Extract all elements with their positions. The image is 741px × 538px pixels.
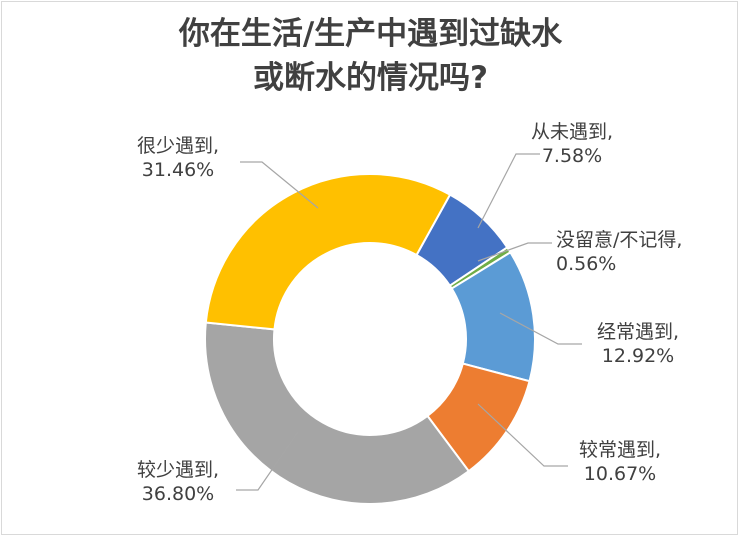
slice-value-3: 12.92% [602, 345, 674, 367]
donut-slices [204, 173, 536, 506]
data-labels: 从未遇到,7.58% 没留意/不记得,0.56% 经常遇到,12.92% 较常遇到,1… [137, 121, 682, 505]
chart-title-line-1: 你在生活/生产中遇到过缺水 [178, 16, 563, 52]
leader-line-4 [477, 403, 568, 467]
slice-label-3: 经常遇到, [597, 321, 679, 343]
slice-label-1: 从未遇到, [531, 121, 613, 143]
slice-label-5: 较少遇到, [137, 459, 219, 481]
slice-5 [204, 321, 471, 506]
slice-label-6: 很少遇到, [137, 135, 219, 157]
leader-line-6 [240, 161, 319, 209]
leader-line-1 [477, 153, 540, 229]
chart-title-line-2: 或断水的情况吗? [253, 60, 488, 96]
slice-value-5: 36.80% [142, 483, 214, 505]
leader-line-2 [477, 242, 552, 262]
chart-title: 你在生活/生产中遇到过缺水 或断水的情况吗? [0, 12, 741, 100]
slice-value-6: 31.46% [142, 159, 214, 181]
slice-value-1: 7.58% [542, 145, 602, 167]
leader-line-3 [499, 312, 582, 345]
slice-value-2: 0.56% [556, 253, 616, 275]
slice-6 [204, 173, 452, 331]
slice-label-4: 较常遇到, [579, 439, 661, 461]
leader-line-5 [236, 431, 299, 491]
leader-lines [236, 153, 582, 491]
slice-value-4: 10.67% [584, 463, 656, 485]
slice-label-2: 没留意/不记得, [556, 229, 682, 251]
